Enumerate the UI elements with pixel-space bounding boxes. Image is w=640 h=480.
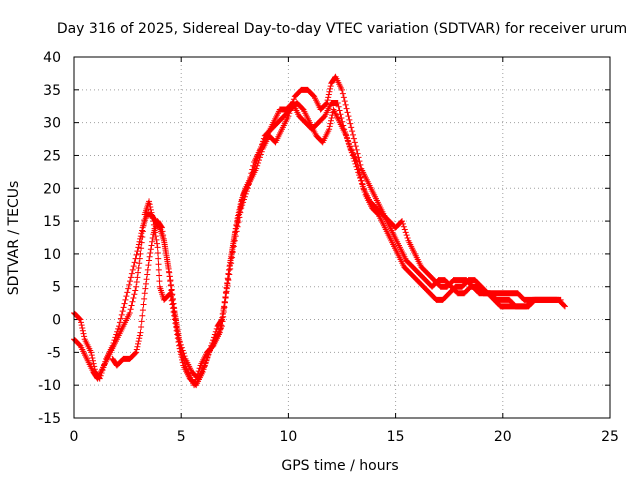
x-tick-labels: 0 5 10 15 20 25 xyxy=(70,429,619,445)
y-tick-label: 5 xyxy=(52,280,61,296)
y-tick-label: 25 xyxy=(43,148,61,164)
y-tick-label: 15 xyxy=(43,214,61,230)
grid-lines xyxy=(74,57,610,418)
data-point-markers xyxy=(109,99,560,382)
y-tick-label: -5 xyxy=(47,345,61,361)
series-track-c xyxy=(109,99,560,382)
x-tick-label: 10 xyxy=(279,429,297,445)
y-tick-label: 30 xyxy=(43,116,61,132)
y-tick-label: 20 xyxy=(43,181,61,197)
x-tick-label: 0 xyxy=(70,429,79,445)
y-tick-labels: -15 -10 -5 0 5 10 15 20 25 30 35 40 xyxy=(38,50,61,427)
y-tick-label: -10 xyxy=(38,378,61,394)
x-tick-label: 15 xyxy=(387,429,405,445)
y-tick-label: 35 xyxy=(43,83,61,99)
x-tick-label: 20 xyxy=(494,429,512,445)
x-tick-label: 5 xyxy=(177,429,186,445)
plot-frame xyxy=(73,56,611,419)
y-tick-label: 10 xyxy=(43,247,61,263)
y-axis-label: SDTVAR / TECUs xyxy=(6,181,22,296)
y-tick-label: -15 xyxy=(38,411,61,427)
x-axis-label: GPS time / hours xyxy=(281,458,398,474)
chart-title: Day 316 of 2025, Sidereal Day-to-day VTE… xyxy=(57,21,627,37)
x-tick-label: 25 xyxy=(601,429,619,445)
y-tick-label: 40 xyxy=(43,50,61,66)
y-tick-label: 0 xyxy=(52,313,61,329)
